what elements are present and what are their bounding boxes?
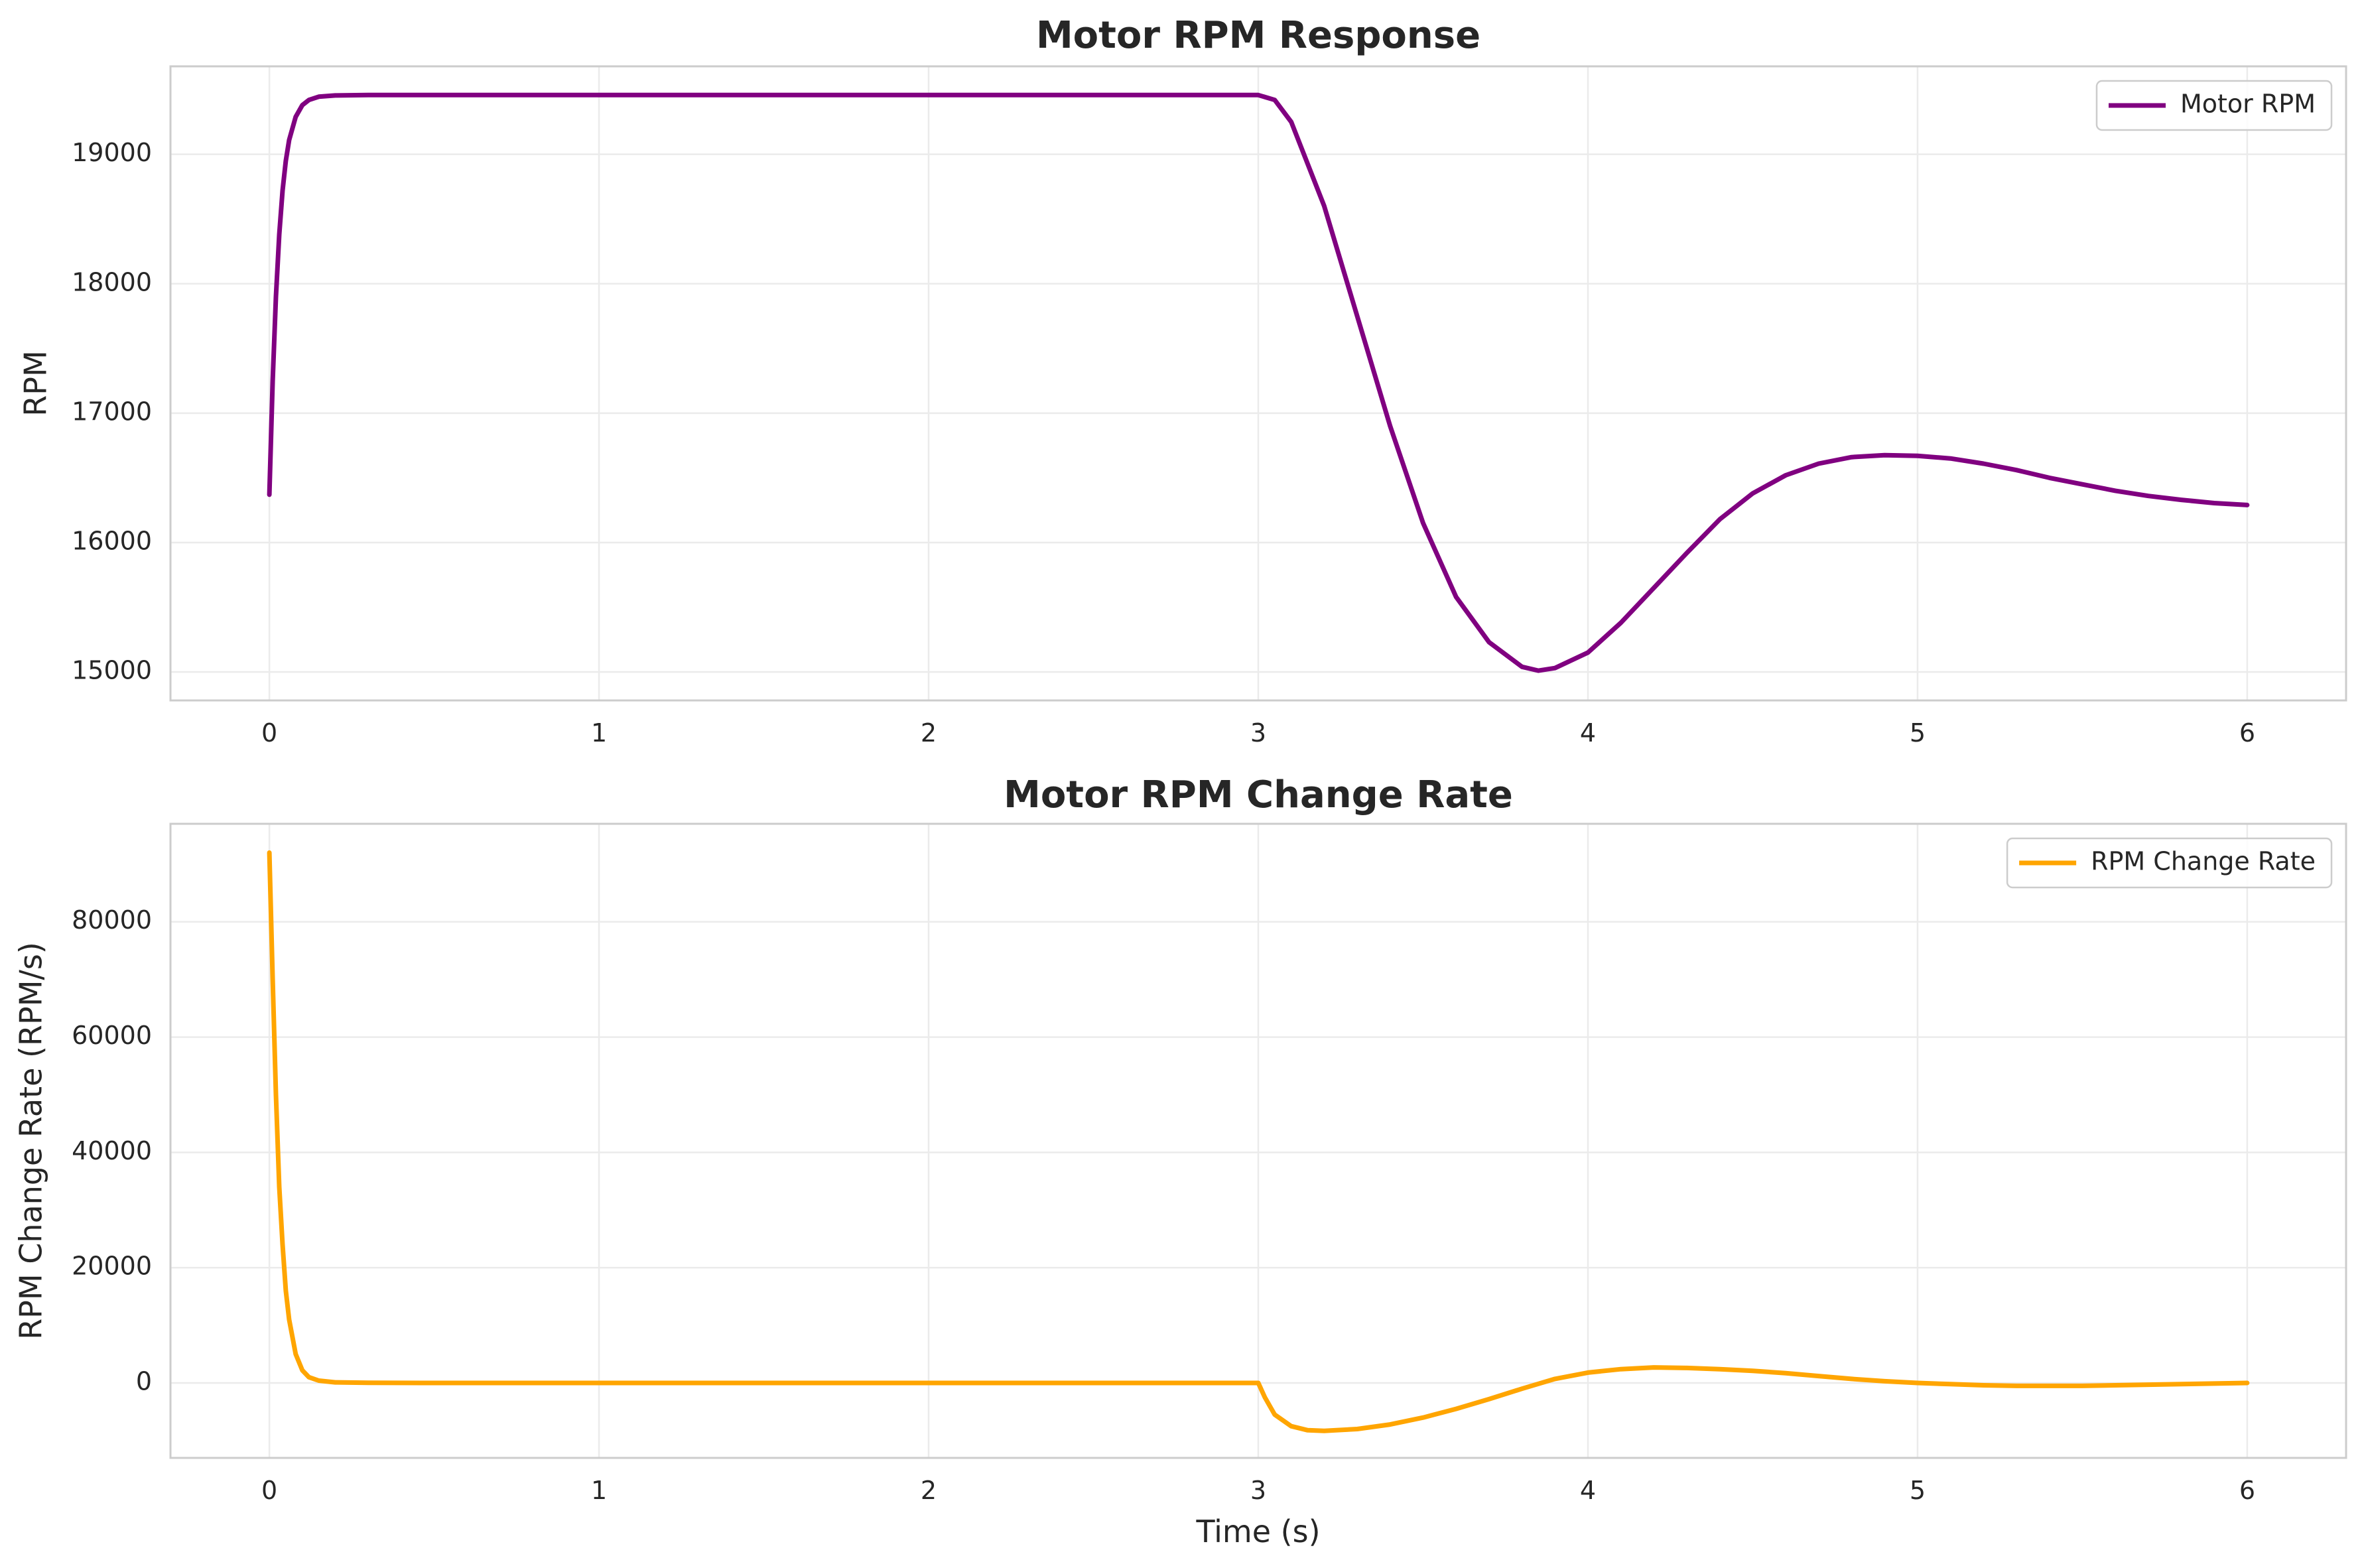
y-axis-label-0: RPM xyxy=(18,350,54,416)
y-tick-label: 80000 xyxy=(72,905,152,935)
x-tick-label: 2 xyxy=(921,1476,937,1505)
y-tick-label: 19000 xyxy=(72,138,152,167)
y-tick-label: 40000 xyxy=(72,1136,152,1165)
chart-rpm-change-rate: Motor RPM Change Rate RPM Change Rate (R… xyxy=(13,773,2347,1549)
grid-0 xyxy=(170,66,2346,700)
y-axis-label-1: RPM Change Rate (RPM/s) xyxy=(13,942,49,1340)
y-tick-label: 17000 xyxy=(72,397,152,426)
x-tick-label: 5 xyxy=(1910,718,1926,748)
x-tick-label: 6 xyxy=(2239,1476,2255,1505)
series-line-motor-rpm xyxy=(267,92,2250,673)
x-tick-label: 3 xyxy=(1250,1476,1266,1505)
y-tick-label: 60000 xyxy=(72,1021,152,1050)
legend-box-1 xyxy=(2006,837,2333,889)
y-tick-labels-1: 0 20000 40000 60000 80000 xyxy=(72,905,152,1396)
x-tick-labels-0: 0 1 2 3 4 5 6 xyxy=(261,718,2255,748)
x-tick-label: 0 xyxy=(261,718,277,748)
chart-title-1: Motor RPM Change Rate xyxy=(1004,773,1513,817)
x-tick-labels-1: 0 1 2 3 4 5 6 xyxy=(261,1476,2255,1505)
legend-box-0 xyxy=(2095,80,2333,131)
plot-frame-1 xyxy=(169,822,2347,1459)
grid-1 xyxy=(170,824,2346,1458)
chart-rpm-response: Motor RPM Response RPM 0 1 2 3 4 5 6 15000 1600… xyxy=(18,14,2347,748)
x-tick-label: 1 xyxy=(591,718,607,748)
y-tick-label: 18000 xyxy=(72,267,152,296)
y-tick-label: 15000 xyxy=(72,656,152,685)
x-tick-label: 0 xyxy=(261,1476,277,1505)
y-tick-label: 16000 xyxy=(72,526,152,555)
plot-frame-0 xyxy=(169,65,2347,702)
legend-label-motor-rpm: Motor RPM xyxy=(2180,90,2316,119)
series-line-rpm-change-rate xyxy=(267,850,2250,1433)
series-lines-0 xyxy=(267,92,2250,673)
x-tick-label: 6 xyxy=(2239,718,2255,748)
x-tick-label: 3 xyxy=(1250,718,1266,748)
x-tick-label: 5 xyxy=(1910,1476,1926,1505)
x-tick-label: 1 xyxy=(591,1476,607,1505)
x-tick-label: 4 xyxy=(1580,718,1596,748)
x-tick-label: 4 xyxy=(1580,1476,1596,1505)
x-axis-label-1: Time (s) xyxy=(1195,1514,1320,1549)
legend-0: Motor RPM xyxy=(2095,80,2333,131)
legend-label-rpm-change-rate: RPM Change Rate xyxy=(2091,847,2316,876)
y-tick-label: 20000 xyxy=(72,1252,152,1281)
chart-title-0: Motor RPM Response xyxy=(1036,14,1480,57)
y-tick-label: 0 xyxy=(136,1367,152,1396)
x-tick-label: 2 xyxy=(921,718,937,748)
y-tick-labels-0: 15000 16000 17000 18000 19000 xyxy=(72,138,152,685)
series-lines-1 xyxy=(267,850,2250,1433)
legend-1: RPM Change Rate xyxy=(2006,837,2333,889)
